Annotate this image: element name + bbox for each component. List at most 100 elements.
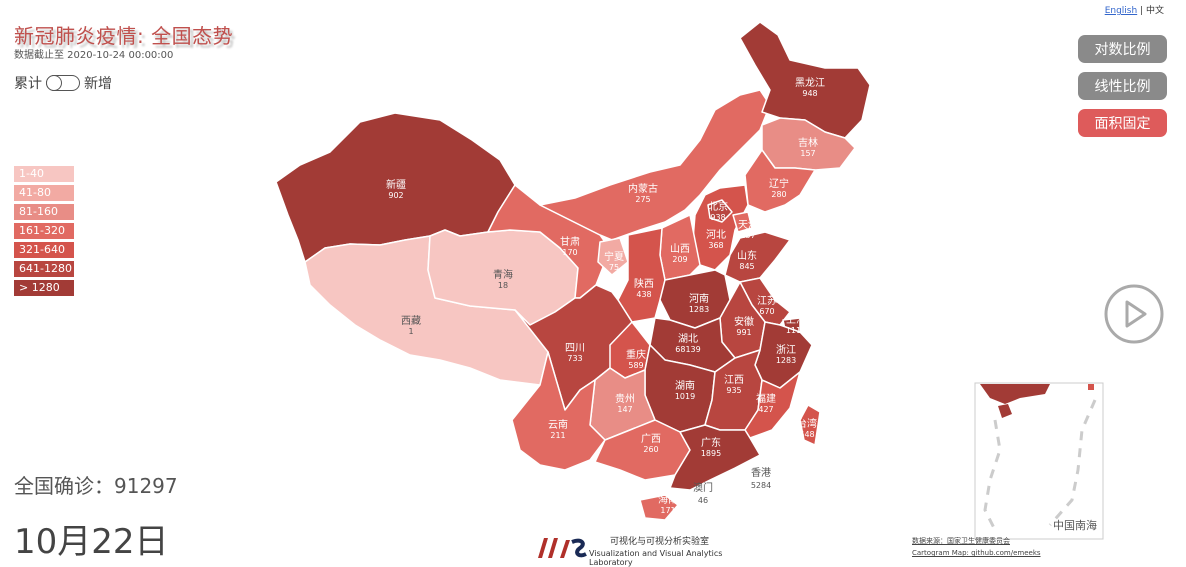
label-shaanxi-name: 陕西 xyxy=(634,277,654,290)
label-guangdong-value: 1895 xyxy=(701,449,721,458)
cumulative-new-toggle: 累计 新增 xyxy=(14,73,112,93)
province-shanxi[interactable] xyxy=(659,214,701,281)
label-fujian-name: 福建 xyxy=(756,392,776,405)
province-jilin[interactable] xyxy=(761,117,856,171)
lang-separator: | xyxy=(1140,6,1144,16)
label-sichuan-value: 733 xyxy=(567,354,582,363)
label-zhejiang-name: 浙江 xyxy=(776,344,796,356)
lab-logo-icon xyxy=(538,538,587,558)
inset-label: 中国南海 xyxy=(1053,518,1097,532)
label-shandong-name: 山东 xyxy=(737,249,757,262)
log-scale-button[interactable]: 对数比例 xyxy=(1078,35,1167,63)
province-hainan[interactable] xyxy=(639,494,679,521)
label-guangxi-name: 广西 xyxy=(641,433,661,445)
lab-name-cn: 可视化与可视分析实验室 xyxy=(610,537,710,547)
label-shanxi-value: 209 xyxy=(672,255,687,264)
label-neimenggu-name: 内蒙古 xyxy=(628,182,658,195)
province-heilongjiang[interactable] xyxy=(739,21,871,139)
label-henan-name: 河南 xyxy=(689,292,709,305)
label-shanxi-name: 山西 xyxy=(670,243,690,255)
province-hebei[interactable] xyxy=(692,184,749,271)
province-zhejiang[interactable] xyxy=(754,321,813,389)
label-taiwan-value: 548 xyxy=(799,430,814,439)
label-guizhou-name: 贵州 xyxy=(615,392,635,405)
label-anhui-value: 991 xyxy=(736,328,751,337)
label-jilin-name: 吉林 xyxy=(798,136,818,149)
label-liaoning-name: 辽宁 xyxy=(769,177,789,190)
label-guangdong-name: 广东 xyxy=(701,436,721,449)
source-line-1[interactable]: 数据来源：国家卫生健康委员会 xyxy=(912,537,1010,545)
label-tianjin-name: 天津 xyxy=(738,219,758,231)
label-jiangxi-value: 935 xyxy=(726,386,741,395)
province-hubei[interactable] xyxy=(649,317,736,373)
legend-item: > 1280 xyxy=(14,280,74,296)
label-heilongjiang-name: 黑龙江 xyxy=(795,76,825,89)
province-shandong[interactable] xyxy=(724,231,791,283)
province-shaanxi[interactable] xyxy=(617,227,666,323)
label-tianjin-value: 257 xyxy=(740,231,755,240)
fixed-area-button[interactable]: 面积固定 xyxy=(1078,109,1167,137)
label-qinghai-name: 青海 xyxy=(493,268,513,281)
chinese-link[interactable]: 中文 xyxy=(1145,6,1164,16)
province-liaoning[interactable] xyxy=(744,149,816,213)
province-ningxia[interactable] xyxy=(597,237,629,276)
province-yunnan[interactable] xyxy=(511,351,606,471)
label-jiangxi-name: 江西 xyxy=(724,374,744,386)
province-jiangsu[interactable] xyxy=(739,277,791,326)
province-guizhou[interactable] xyxy=(589,367,656,441)
province-anhui[interactable] xyxy=(719,281,766,359)
play-icon[interactable] xyxy=(1104,284,1164,344)
label-liaoning-value: 280 xyxy=(771,190,786,199)
legend-item: 161-320 xyxy=(14,223,74,239)
current-date: 10月22日 xyxy=(14,522,169,562)
province-sichuan[interactable] xyxy=(514,284,633,411)
toggle-switch[interactable] xyxy=(46,74,80,91)
label-hainan-name: 海南 xyxy=(658,493,678,506)
label-yunnan-value: 211 xyxy=(550,431,565,440)
label-chongqing-value: 589 xyxy=(628,361,643,370)
province-taiwan[interactable] xyxy=(799,404,821,446)
label-gansu-name: 甘肃 xyxy=(560,235,580,248)
province-hunan[interactable] xyxy=(644,344,716,433)
label-xinjiang-name: 新疆 xyxy=(386,178,406,191)
label-chongqing-name: 重庆 xyxy=(626,348,646,361)
english-link[interactable]: English xyxy=(1104,6,1138,16)
label-guangxi-value: 260 xyxy=(643,445,658,454)
label-xizang-value: 1 xyxy=(408,327,413,336)
label-hubei-value: 68139 xyxy=(675,345,700,354)
label-hunan-name: 湖南 xyxy=(675,379,695,392)
toggle-label-new: 新增 xyxy=(84,76,112,92)
label-qinghai-value: 18 xyxy=(498,281,508,290)
province-fujian[interactable] xyxy=(744,371,801,439)
label-shanghai-value: 1114 xyxy=(786,326,806,335)
toggle-label-cumulative: 累计 xyxy=(14,76,42,92)
label-hainan-value: 171 xyxy=(660,506,675,515)
province-henan[interactable] xyxy=(659,269,731,329)
province-shanghai[interactable] xyxy=(782,317,801,335)
label-shaanxi-value: 438 xyxy=(636,290,651,299)
legend-item: 41-80 xyxy=(14,185,74,201)
province-guangdong[interactable] xyxy=(669,424,761,491)
legend-item: 81-160 xyxy=(14,204,74,220)
province-beijing[interactable] xyxy=(707,199,733,223)
label-shanghai-name: 上海 xyxy=(786,313,806,326)
label-jiangsu-value: 670 xyxy=(759,307,774,316)
legend-item: 1-40 xyxy=(14,166,74,182)
source-line-2[interactable]: Cartogram Map: github.com/emeeks xyxy=(912,549,1041,557)
province-jiangxi[interactable] xyxy=(704,349,763,431)
total-value: 91297 xyxy=(114,474,178,498)
province-xinjiang[interactable] xyxy=(275,112,516,263)
province-guangxi[interactable] xyxy=(594,419,691,481)
toggle-knob xyxy=(46,74,62,91)
province-gansu[interactable] xyxy=(487,184,613,299)
province-qinghai[interactable] xyxy=(427,229,579,326)
province-tianjin[interactable] xyxy=(732,211,753,233)
province-chongqing[interactable] xyxy=(609,321,651,379)
province-xizang[interactable] xyxy=(304,235,549,386)
linear-scale-button[interactable]: 线性比例 xyxy=(1078,72,1167,100)
label-fujian-value: 427 xyxy=(758,405,773,414)
province-neimenggu[interactable] xyxy=(539,89,771,241)
page-title: 新冠肺炎疫情: 全国态势 xyxy=(14,24,234,48)
